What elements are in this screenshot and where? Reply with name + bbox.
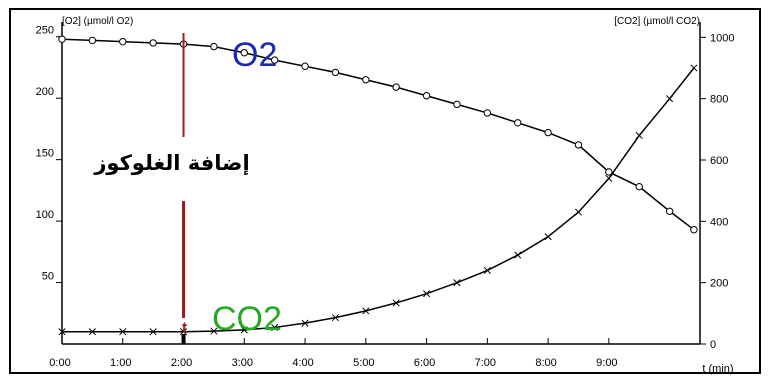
- o2-point: [119, 37, 127, 46]
- co2-point: [483, 266, 491, 274]
- o2-point: [392, 83, 400, 91]
- co2-point: [453, 279, 461, 287]
- x-tick-label: 3:00: [232, 357, 253, 369]
- co2-point: [392, 299, 400, 307]
- o2-point: [453, 100, 461, 109]
- y-right-tick-label: 600: [710, 155, 728, 167]
- o2-point: [240, 49, 248, 57]
- co2-point: [605, 174, 613, 182]
- o2-point: [301, 62, 309, 70]
- o2-point: [605, 168, 613, 176]
- o2-series-label: O2: [232, 36, 277, 74]
- x-tick-label: 1:00: [110, 357, 131, 369]
- y-left-tick-label: 200: [36, 86, 54, 98]
- o2-series-line: [61, 38, 695, 231]
- y-left-tick-label: 50: [42, 271, 54, 283]
- x-axis-label: t (min): [702, 363, 733, 375]
- x-tick-label: 2:00: [171, 357, 192, 369]
- x-tick-label: 7:00: [475, 357, 496, 369]
- co2-series-line: [62, 67, 695, 333]
- y-left-tick-label: 250: [36, 25, 54, 37]
- x-tick-label: 8:00: [535, 357, 556, 369]
- x-tick-label: 4:00: [292, 357, 313, 369]
- event-label: t: [182, 320, 188, 337]
- chart-frame: [9, 8, 761, 374]
- left-axis-label: [O2] (µmol/l O2): [62, 16, 133, 27]
- co2-point: [544, 233, 552, 241]
- o2-point: [635, 182, 643, 191]
- x-tick-label: 9:00: [596, 357, 617, 369]
- co2-point: [119, 328, 127, 336]
- o2-point: [514, 119, 522, 127]
- y-left-tick-label: 100: [36, 209, 54, 221]
- o2-point: [422, 92, 431, 100]
- y-right-tick-label: 400: [710, 216, 728, 228]
- o2-point: [544, 128, 552, 137]
- co2-point: [331, 314, 339, 322]
- co2-point: [301, 319, 309, 327]
- co2-point: [179, 328, 188, 336]
- co2-point: [362, 307, 370, 315]
- co2-point: [423, 290, 431, 298]
- o2-point: [149, 39, 157, 47]
- co2-point: [635, 131, 643, 140]
- y-right-tick-label: 800: [710, 94, 728, 106]
- o2-point: [331, 68, 340, 77]
- x-tick-label: 6:00: [414, 357, 435, 369]
- o2-point: [690, 226, 698, 234]
- co2-point: [210, 327, 218, 335]
- y-right-tick-label: 200: [710, 278, 728, 290]
- co2-point: [58, 328, 66, 336]
- co2-point: [149, 328, 157, 336]
- y-right-tick-label: 1000: [710, 32, 734, 44]
- o2-point: [574, 141, 583, 149]
- o2-point: [88, 36, 97, 45]
- x-tick-label: 5:00: [353, 357, 374, 369]
- co2-point: [88, 328, 96, 336]
- co2-point: [690, 64, 698, 72]
- o2-point: [665, 207, 674, 215]
- co2-point: [271, 323, 279, 331]
- right-axis-label: [CO2] (µmol/l CO2): [614, 16, 700, 27]
- y-left-tick-label: 150: [36, 148, 54, 160]
- o2-point: [210, 42, 218, 51]
- x-tick-label: 0:00: [49, 357, 70, 369]
- co2-point: [240, 326, 248, 334]
- event-annotation: إضافة الغلوكوز: [93, 151, 249, 175]
- o2-point: [270, 56, 279, 64]
- y-right-tick-label: 0: [710, 339, 716, 351]
- co2-point: [574, 208, 583, 216]
- o2-point: [58, 35, 66, 43]
- co2-point: [666, 95, 674, 103]
- co2-series-label: CO2: [212, 300, 282, 338]
- o2-point: [483, 109, 492, 117]
- o2-point: [362, 76, 370, 84]
- co2-point: [514, 251, 522, 259]
